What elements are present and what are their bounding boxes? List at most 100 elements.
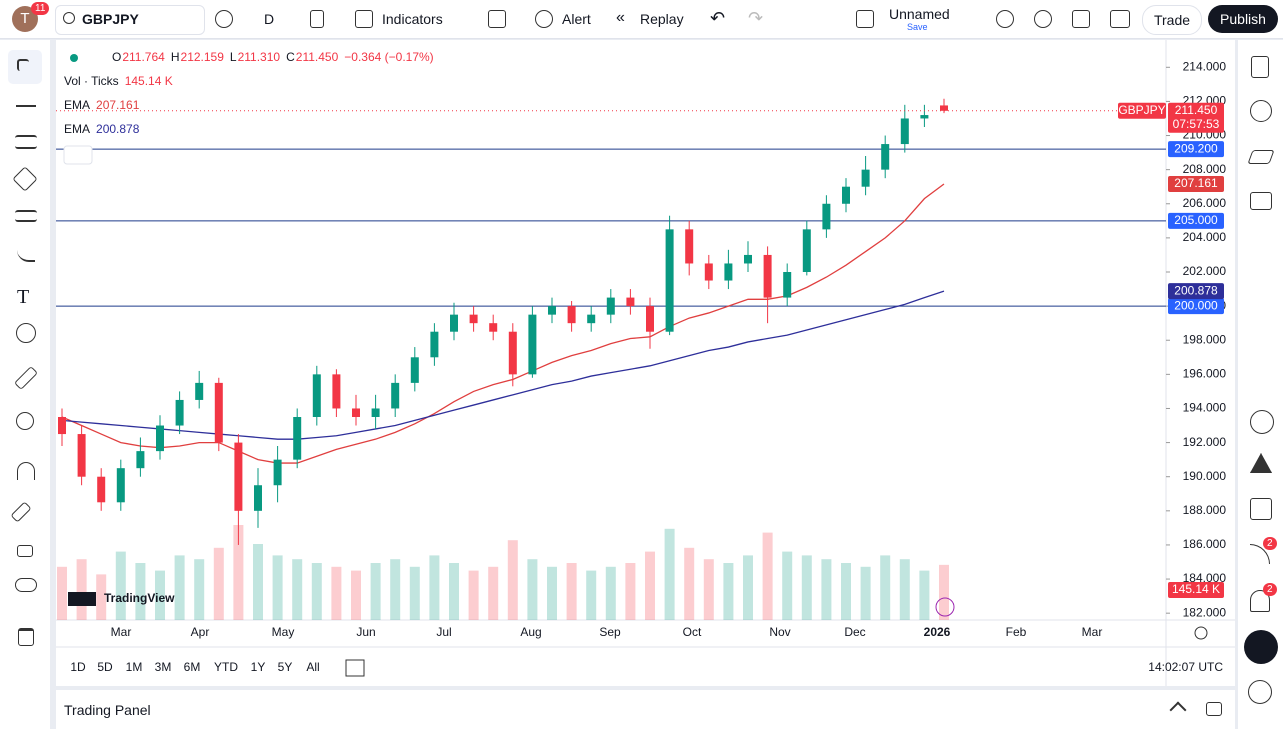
- range-button[interactable]: 5D: [97, 660, 113, 674]
- candle-body: [842, 186, 850, 204]
- volume-bar: [880, 555, 891, 620]
- save[interactable]: Save: [907, 22, 928, 32]
- alert[interactable]: Alert: [562, 11, 591, 27]
- snapshot[interactable]: [1110, 10, 1130, 28]
- redo[interactable]: ↷: [748, 8, 764, 28]
- volume-tag: 145.14 K: [1172, 582, 1220, 596]
- targets[interactable]: [1250, 410, 1274, 434]
- range-button[interactable]: 5Y: [278, 660, 293, 674]
- x-tick-label: Apr: [191, 625, 210, 639]
- replay[interactable]: Replay: [640, 11, 684, 27]
- candle-body: [195, 382, 204, 400]
- text-tool[interactable]: T: [17, 286, 30, 308]
- x-tick-label: Jun: [356, 625, 375, 639]
- undo[interactable]: ↶: [710, 8, 726, 28]
- candle-body: [881, 144, 890, 170]
- zoom-tool[interactable]: [16, 412, 34, 430]
- hline-price-box: [1168, 298, 1224, 315]
- pattern-tool[interactable]: [12, 166, 38, 192]
- ideas[interactable]: [1250, 453, 1272, 473]
- y-tick-label: 186.000: [1183, 537, 1227, 551]
- range-button[interactable]: YTD: [214, 660, 238, 674]
- candle-body: [548, 306, 556, 315]
- channel-tool[interactable]: [15, 135, 37, 149]
- interval[interactable]: D: [264, 11, 275, 27]
- notification-badge: 11: [31, 2, 50, 15]
- volume-bar: [429, 555, 440, 620]
- trading-panel-title[interactable]: Trading Panel: [64, 702, 151, 718]
- publish-button[interactable]: Publish: [1208, 5, 1278, 33]
- fullscreen[interactable]: [1072, 10, 1090, 28]
- brush-tool[interactable]: [17, 246, 35, 262]
- lock-draw-tool[interactable]: [10, 501, 32, 523]
- range-button[interactable]: 3M: [155, 660, 172, 674]
- candle-body: [940, 105, 948, 111]
- time-axis-settings: [1194, 626, 1208, 640]
- candle-body: [822, 203, 831, 230]
- ruler-tool[interactable]: [13, 365, 39, 391]
- y-tick-label: 184.000: [1183, 571, 1227, 585]
- layout-name[interactable]: Unnamed: [889, 6, 950, 22]
- templates-icon[interactable]: [488, 10, 506, 28]
- layout-icon[interactable]: [856, 10, 874, 28]
- range-button[interactable]: 1M: [126, 660, 143, 674]
- alerts[interactable]: [1250, 100, 1272, 122]
- x-tick-label: Aug: [520, 625, 541, 639]
- volume-bar: [821, 559, 832, 620]
- candle-body: [273, 459, 282, 486]
- indicators[interactable]: Indicators: [382, 11, 443, 27]
- volume-title: Vol · Ticks: [64, 74, 119, 88]
- candle-body: [567, 306, 576, 324]
- data-window[interactable]: [1247, 150, 1275, 164]
- range-button[interactable]: 1D: [70, 660, 86, 674]
- candle-body: [587, 314, 596, 324]
- trade-button[interactable]: Trade: [1142, 5, 1202, 35]
- ema-price-label: 207.161: [1174, 176, 1218, 190]
- emoji-tool[interactable]: [16, 323, 36, 343]
- y-tick-label: 192.000: [1183, 435, 1227, 449]
- volume-bar: [723, 563, 734, 620]
- cursor-tool[interactable]: [8, 50, 42, 84]
- products[interactable]: [1244, 630, 1278, 664]
- ema-price-box: [1168, 283, 1224, 300]
- range-button[interactable]: 6M: [184, 660, 201, 674]
- collapse-legend: [63, 145, 93, 165]
- compare-icon[interactable]: [215, 10, 233, 28]
- watchlist[interactable]: [1251, 56, 1269, 78]
- lightning-icon: [935, 597, 955, 617]
- range-button[interactable]: All: [306, 660, 319, 674]
- chart-type-icon[interactable]: [310, 10, 324, 28]
- x-tick-label: May: [272, 625, 295, 639]
- volume-bar: [233, 525, 244, 620]
- drawing-toolbar: T: [0, 40, 50, 729]
- expand-panel[interactable]: [1169, 701, 1187, 719]
- volume-bar: [605, 566, 616, 620]
- notifications[interactable]: [1250, 590, 1270, 612]
- maximize-panel[interactable]: [1206, 702, 1222, 716]
- symbol-search[interactable]: [55, 5, 205, 35]
- hide-tool[interactable]: [15, 578, 37, 592]
- x-tick-label: Sep: [599, 625, 621, 639]
- help[interactable]: [1248, 680, 1272, 704]
- candle-body: [920, 115, 929, 119]
- volume-bar: [762, 532, 773, 620]
- volume-bar: [586, 570, 597, 620]
- fib-tool[interactable]: [15, 210, 37, 222]
- trash-tool[interactable]: [18, 628, 34, 646]
- line-tool[interactable]: [16, 105, 36, 107]
- symbol[interactable]: GBPJPY: [82, 11, 139, 27]
- y-tick-label: 188.000: [1183, 503, 1227, 517]
- ema-legend-name: EMA: [64, 98, 90, 112]
- volume-bar: [390, 559, 401, 620]
- quick-search[interactable]: [996, 10, 1014, 28]
- candle-body: [802, 229, 811, 272]
- settings[interactable]: [1034, 10, 1052, 28]
- candle-body: [900, 118, 909, 145]
- lock-tool[interactable]: [17, 545, 33, 557]
- calendar[interactable]: [1250, 498, 1272, 520]
- chats[interactable]: [1250, 192, 1272, 210]
- last-price-label: 211.450: [1175, 103, 1218, 117]
- range-button[interactable]: 1Y: [251, 660, 266, 674]
- magnet-tool[interactable]: [17, 462, 35, 480]
